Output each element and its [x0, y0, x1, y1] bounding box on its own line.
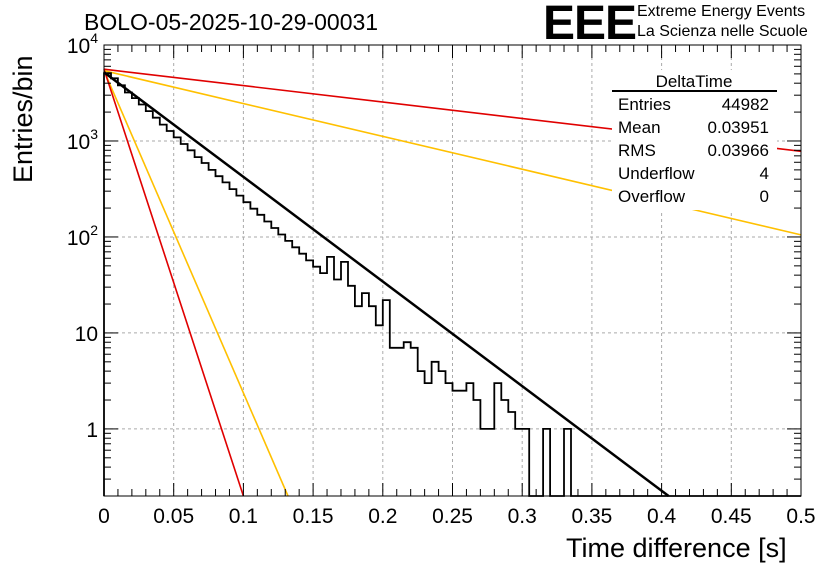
x-tick-label: 0.1 — [229, 505, 258, 528]
stats-value: 0.03966 — [708, 141, 769, 160]
histogram-bin — [285, 241, 292, 496]
stats-value: 0.03951 — [708, 118, 769, 137]
histogram-bin — [383, 300, 390, 496]
histogram-bin — [271, 228, 278, 496]
histogram-bin — [411, 348, 418, 496]
histogram-bin — [508, 412, 515, 496]
histogram-bin — [104, 73, 111, 496]
histogram-bin — [348, 286, 355, 496]
y-tick-label: 1 — [86, 419, 98, 442]
histogram-bin — [376, 325, 383, 496]
histogram-bin — [195, 157, 202, 496]
x-tick-label: 0.05 — [153, 505, 194, 528]
x-tick-label: 0.45 — [711, 505, 752, 528]
y-tick-label: 103 — [67, 126, 98, 154]
eee-logo: EEE — [543, 0, 637, 50]
histogram-bin — [153, 118, 160, 496]
histogram-bin — [453, 391, 460, 496]
histogram-bin — [404, 342, 411, 496]
histogram-bin — [299, 254, 306, 496]
histogram-bin — [188, 150, 195, 496]
histogram-bin — [418, 371, 425, 496]
run-title: BOLO-05-2025-10-29-00031 — [84, 9, 379, 35]
histogram-bin — [327, 257, 334, 496]
histogram-bin — [564, 429, 571, 496]
tick-labels: 0 0.05 0.1 0.15 0.2 0.25 0.3 0.35 0.4 0.45 0.5 1 10 1… — [67, 30, 816, 528]
stats-box-bg — [612, 70, 777, 210]
series-yellow-steep — [103, 70, 289, 497]
stats-label: RMS — [618, 141, 656, 160]
x-tick-label: 0.25 — [432, 505, 473, 528]
histogram-bin — [473, 400, 480, 496]
histogram-bin — [543, 429, 550, 496]
x-tick-label: 0.5 — [786, 505, 815, 528]
y-tick-label: 102 — [67, 222, 98, 250]
stats-label: Mean — [618, 118, 661, 137]
histogram-bin — [174, 137, 181, 496]
x-tick-label: 0.35 — [571, 505, 612, 528]
histogram-bin — [480, 429, 487, 496]
histogram-bin — [313, 267, 320, 496]
histogram-bin — [250, 209, 257, 496]
histogram-bin — [522, 429, 529, 496]
axis-ticks — [103, 44, 802, 497]
x-axis-label: Time difference [s] — [566, 533, 787, 563]
histogram-bin — [292, 247, 299, 496]
histogram-bin — [459, 391, 466, 496]
histogram-bin — [515, 429, 522, 496]
histogram-bin — [494, 383, 501, 496]
stats-box: DeltaTime Entries 44982 Mean 0.03951 RMS 0.039… — [612, 70, 777, 210]
x-tick-label: 0.3 — [508, 505, 537, 528]
histogram-bin — [118, 85, 125, 496]
y-axis-label: Entries/bin — [8, 55, 38, 183]
histogram-bin — [334, 280, 341, 496]
y-tick-label: 104 — [67, 30, 98, 58]
histogram-bin — [397, 348, 404, 496]
histogram-bin — [446, 383, 453, 496]
stats-label: Underflow — [618, 164, 695, 183]
histogram-bin — [236, 196, 243, 496]
histogram-bin — [243, 202, 250, 496]
histogram-bin — [202, 163, 209, 496]
histogram-bin — [390, 348, 397, 496]
histogram-bin — [257, 215, 264, 496]
y-tick-label: 10 — [75, 323, 98, 346]
stats-title: DeltaTime — [656, 72, 733, 91]
histogram-bin — [229, 189, 236, 496]
histogram-bin — [160, 125, 167, 496]
histogram-bin — [425, 383, 432, 496]
histogram-bin — [278, 235, 285, 496]
histogram-bin — [341, 262, 348, 496]
histogram-bin — [167, 131, 174, 496]
histogram-bin — [369, 306, 376, 496]
stats-value: 0 — [760, 187, 769, 206]
series-fit — [103, 71, 670, 497]
stats-label: Entries — [618, 95, 671, 114]
histogram-bin — [355, 306, 362, 496]
stats-value: 44982 — [722, 95, 769, 114]
x-tick-label: 0 — [98, 505, 110, 528]
series-red-steep — [103, 68, 245, 497]
stats-value: 4 — [760, 164, 769, 183]
histogram-bin — [501, 400, 508, 496]
histogram-bin — [320, 273, 327, 496]
x-tick-label: 0.4 — [647, 505, 677, 528]
logo-tagline-2: La Scienza nelle Scuole — [637, 23, 808, 40]
histogram-bin — [306, 260, 313, 496]
stats-label: Overflow — [618, 187, 686, 206]
x-tick-label: 0.2 — [368, 505, 397, 528]
histogram-bin — [362, 293, 369, 496]
histogram-bin — [439, 371, 446, 496]
logo-tagline-1: Extreme Energy Events — [637, 3, 806, 20]
histogram-bin — [487, 429, 494, 496]
histogram-bin — [466, 383, 473, 496]
x-tick-label: 0.15 — [293, 505, 334, 528]
